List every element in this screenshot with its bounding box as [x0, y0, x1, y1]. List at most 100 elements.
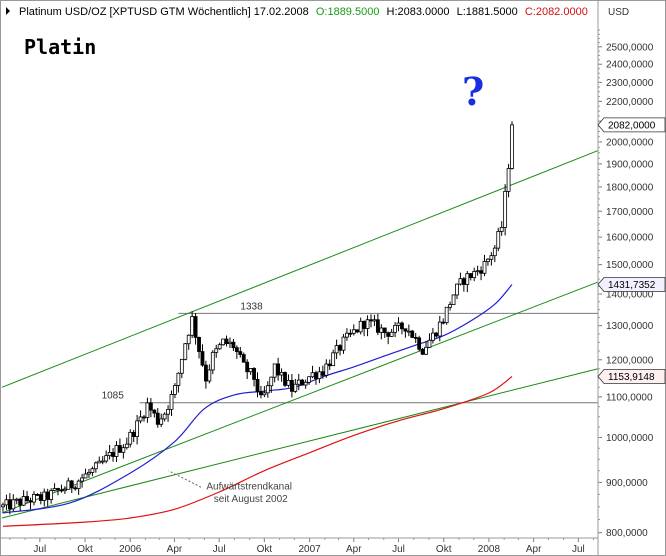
x-tick-label: 2006 — [119, 544, 142, 555]
trendline — [1, 281, 599, 514]
candle — [45, 488, 50, 507]
candle — [400, 321, 404, 335]
candle-body — [434, 332, 439, 337]
collapse-triangle-icon[interactable] — [6, 7, 10, 15]
candle — [431, 327, 435, 344]
candle — [186, 334, 191, 350]
candle — [410, 329, 415, 339]
candle-body — [80, 477, 84, 482]
candle — [324, 359, 329, 378]
candle-body — [341, 336, 346, 351]
candle — [224, 335, 229, 347]
candle — [307, 376, 311, 385]
candle — [479, 266, 483, 281]
y-tick-label: 900,0000 — [606, 478, 648, 489]
candle — [486, 258, 490, 266]
candle-body — [155, 412, 160, 425]
candle-body — [396, 322, 401, 326]
candle-body — [489, 255, 494, 260]
candle — [217, 342, 222, 350]
red-ma-tag: 1153,9148 — [597, 369, 666, 384]
candle-body — [451, 294, 456, 305]
candle — [369, 314, 373, 328]
candle — [503, 184, 508, 236]
candle — [38, 491, 43, 505]
candle — [18, 497, 23, 512]
candle-body — [334, 345, 339, 354]
candle-body — [25, 496, 29, 501]
candle — [475, 265, 480, 276]
candle-body — [42, 491, 47, 501]
candle-body — [372, 319, 377, 322]
candle-body — [338, 345, 342, 351]
candle — [221, 338, 226, 346]
candle-body — [52, 488, 57, 491]
candle-body — [190, 316, 195, 336]
candle — [314, 370, 318, 385]
y-tick-label: 2400,0000 — [606, 60, 654, 71]
header-close: C:2082.0000 — [525, 6, 588, 18]
candle-body — [28, 500, 33, 503]
candle-body — [503, 190, 508, 228]
candle-body — [166, 408, 170, 415]
candle — [458, 272, 463, 286]
candle — [93, 461, 98, 473]
candle — [317, 366, 322, 384]
candle-body — [448, 304, 453, 308]
candle-body — [310, 372, 315, 378]
candle-body — [431, 332, 435, 341]
candle-body — [362, 320, 367, 329]
blue-ma-tag-shape — [597, 277, 666, 292]
candle-body — [114, 445, 119, 457]
candle — [262, 386, 267, 398]
candle — [327, 359, 332, 370]
candle — [100, 456, 105, 465]
candle — [176, 372, 181, 393]
candle-body — [104, 455, 109, 462]
candle-body — [45, 491, 50, 500]
y-tick-label: 1400,0000 — [606, 290, 654, 301]
candle-body — [87, 471, 91, 475]
candle-body — [173, 385, 177, 395]
y-tick-label: 1200,0000 — [606, 355, 654, 366]
candle — [200, 344, 205, 367]
x-tick-label: Okt — [257, 544, 273, 555]
candle — [420, 347, 425, 356]
candle — [4, 494, 9, 511]
candle-body — [441, 321, 446, 324]
trendline — [1, 368, 599, 519]
question-mark: ? — [462, 69, 484, 114]
candle-body — [413, 336, 418, 339]
candle-layer — [1, 121, 514, 515]
candle-body — [486, 258, 490, 262]
candle — [111, 448, 115, 462]
candle-body — [331, 352, 336, 367]
candle — [193, 313, 198, 345]
candle — [434, 332, 439, 338]
candle-body — [14, 498, 19, 501]
candle — [118, 438, 122, 453]
candle-body — [386, 332, 391, 337]
candle — [241, 352, 246, 363]
candle-body — [217, 344, 222, 350]
candle-body — [510, 124, 514, 169]
candle-body — [83, 473, 88, 479]
candle-body — [21, 496, 26, 506]
candle-body — [262, 392, 267, 396]
candle-body — [18, 498, 23, 506]
candle-body — [468, 273, 473, 279]
red-moving-average — [2, 376, 513, 527]
candle-body — [169, 394, 174, 410]
candle-body — [121, 447, 126, 453]
y-tick-label: 1800,0000 — [606, 182, 654, 193]
candle-body — [472, 271, 477, 279]
header-symbol: Platinum USD/OZ [XPTUSD GTM Wöchentlich]… — [19, 6, 309, 18]
candle-body — [32, 494, 36, 503]
candle — [162, 412, 167, 422]
candle — [128, 429, 133, 448]
candle-body — [365, 319, 370, 329]
red-ma-tag-shape — [597, 369, 666, 384]
candle — [114, 441, 119, 462]
